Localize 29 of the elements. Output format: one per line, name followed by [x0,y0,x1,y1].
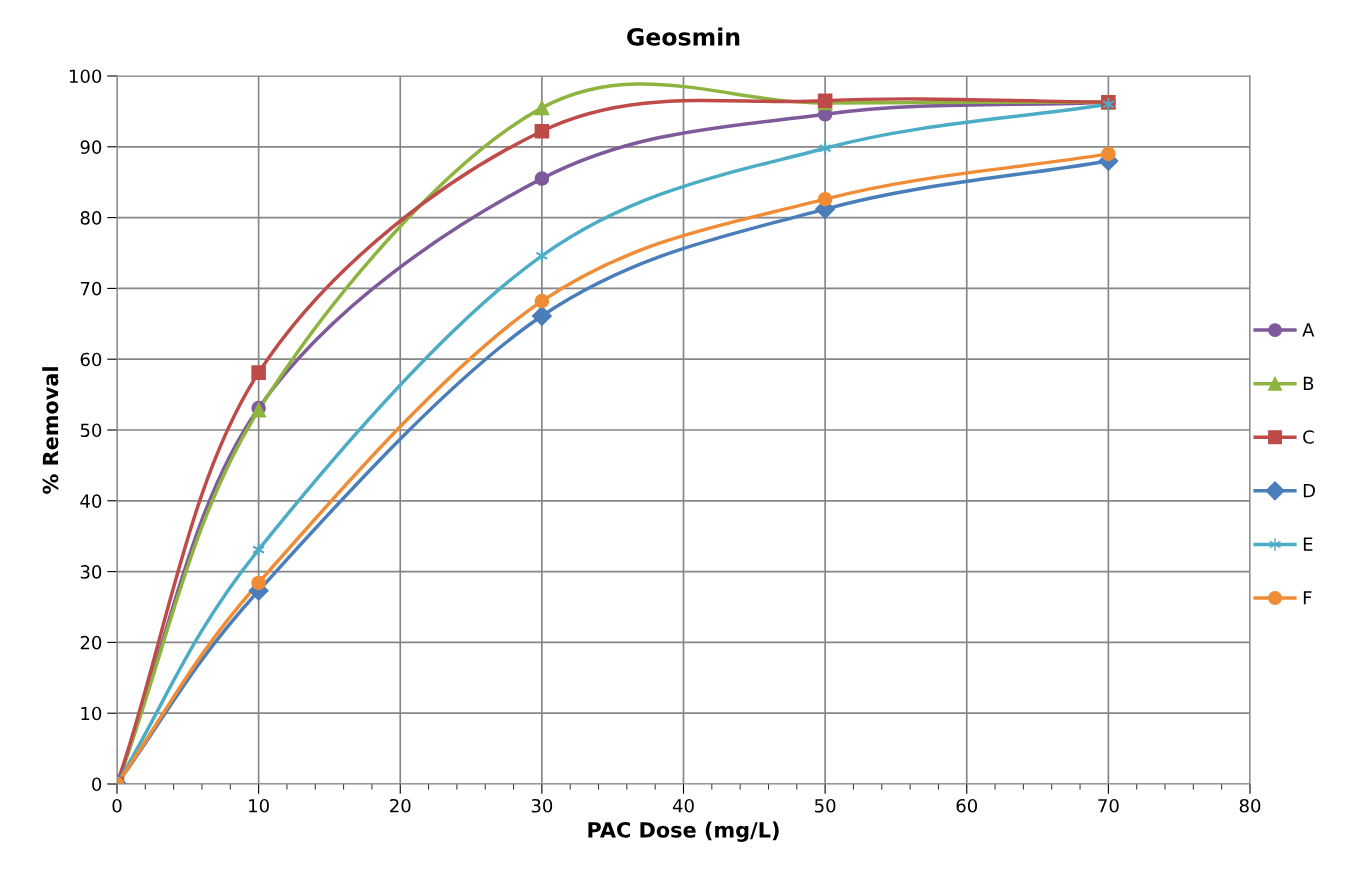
legend-label: B [1303,376,1314,390]
y-tick-label: 80 [80,211,102,225]
legend-label: C [1303,430,1314,444]
y-tick-label: 90 [80,140,102,154]
legend-label: F [1303,591,1312,605]
legend-label: D [1303,484,1315,498]
y-tick-label: 50 [80,423,102,438]
x-tick-label: 20 [390,798,411,813]
y-tick-label: 100 [69,69,102,84]
x-tick-label: 40 [672,798,694,813]
y-tick-label: 30 [80,565,102,579]
y-tick-label: 40 [80,494,102,508]
legend-label: E [1303,537,1313,551]
x-tick-label: 70 [1098,798,1119,813]
x-tick-label: 80 [1239,798,1261,813]
x-tick-label: 50 [815,798,836,813]
y-tick-label: 20 [80,635,102,650]
x-tick-label: 30 [531,798,553,813]
x-axis-title: PAC Dose (mg/L) [588,821,779,842]
x-tick-label: 60 [956,798,978,813]
y-tick-label: 60 [80,352,102,367]
legend-label: A [1302,323,1315,337]
y-tick-label: 0 [92,777,102,792]
x-tick-label: 0 [112,798,122,813]
y-axis-title: % Removal [42,367,59,494]
y-tick-label: 70 [80,281,102,296]
x-tick-label: 10 [249,798,269,813]
chart-title: Geosmin [627,27,740,46]
y-tick-label: 10 [81,706,102,721]
